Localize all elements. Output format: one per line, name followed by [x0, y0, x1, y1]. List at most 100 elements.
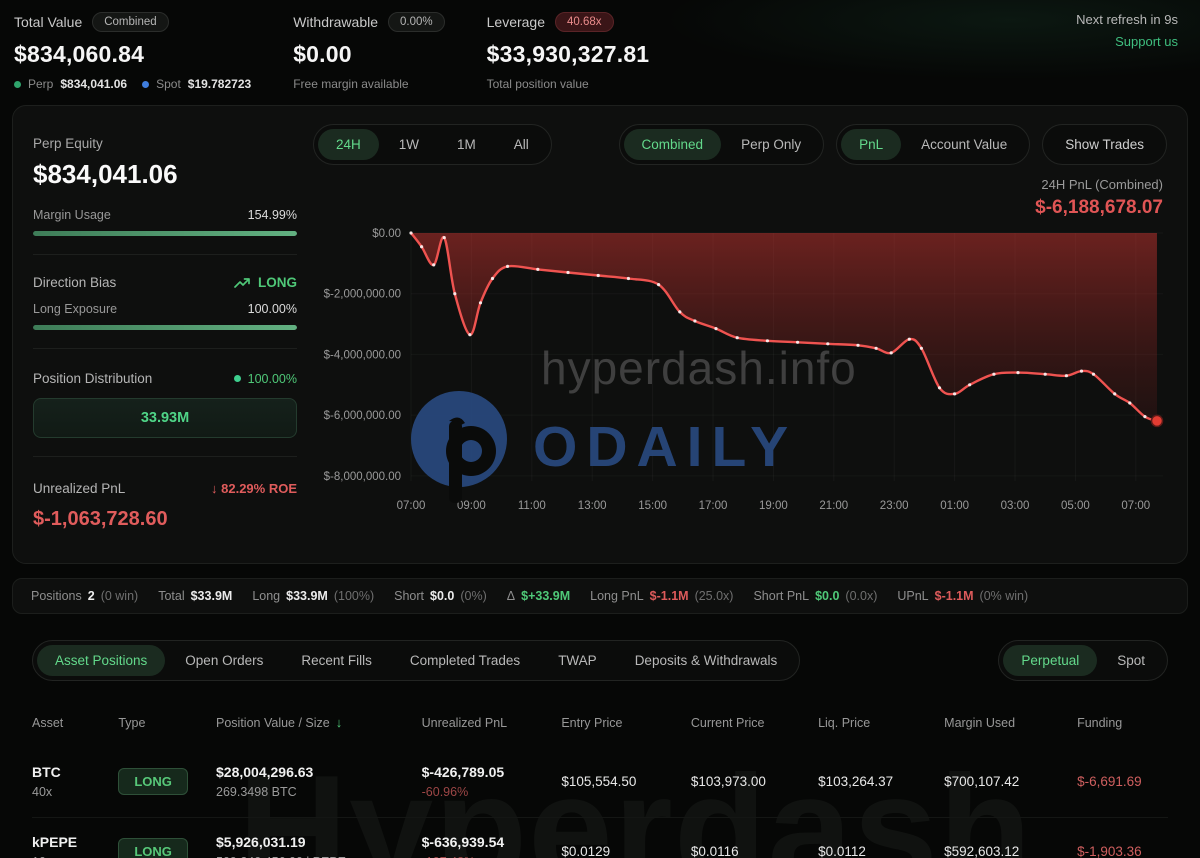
metric-account-value-button[interactable]: Account Value [903, 129, 1025, 160]
support-us-link[interactable]: Support us [1115, 34, 1178, 49]
long-exposure-label: Long Exposure [33, 302, 118, 316]
row-entry-price: $0.0129 [561, 844, 611, 858]
position-value: $5,926,031.19 [216, 834, 306, 850]
total-item: Total $33.9M [158, 589, 233, 603]
timeframe-24h-button[interactable]: 24H [318, 129, 379, 160]
long-exposure-bar [33, 325, 297, 330]
col-unrealized-pnl[interactable]: Unrealized PnL [421, 715, 508, 730]
withdrawable-label: Withdrawable [293, 14, 379, 30]
metric-pnl-button[interactable]: PnL [841, 129, 902, 160]
leverage-amount: $33,930,327.81 [486, 41, 650, 67]
long-exposure-value: 100.00% [247, 302, 297, 316]
col-liq-price[interactable]: Liq. Price [818, 715, 871, 730]
row-liq-price: $103,264.37 [818, 774, 894, 789]
tab-spot[interactable]: Spot [1099, 645, 1163, 676]
show-trades-button[interactable]: Show Trades [1042, 124, 1167, 165]
svg-text:$-8,000,000.00: $-8,000,000.00 [324, 471, 401, 483]
stats-group: Total Value Combined $834,060.84 Perp $8… [14, 12, 649, 91]
positions-count-item: Positions 2 (0 win) [31, 589, 139, 603]
margin-usage-label: Margin Usage [33, 208, 111, 222]
row-unrealized-pnl: $-426,789.05 [421, 764, 505, 780]
refresh-countdown: Next refresh in 9s [1076, 12, 1178, 27]
leverage-label: Leverage [486, 14, 546, 30]
col-type[interactable]: Type [118, 715, 146, 730]
tab-deposits-withdrawals[interactable]: Deposits & Withdrawals [617, 645, 796, 676]
svg-text:15:00: 15:00 [638, 500, 667, 512]
perp-equity-section: Perp Equity $834,041.06 Margin Usage 154… [33, 124, 297, 255]
tab-asset-positions[interactable]: Asset Positions [37, 645, 166, 676]
timeframe-1m-button[interactable]: 1M [439, 129, 494, 160]
col-margin-used[interactable]: Margin Used [944, 715, 1016, 730]
table-row[interactable]: BTC 40x LONG $28,004,296.63 269.3498 BTC… [32, 748, 1168, 817]
row-liq-price: $0.0112 [818, 844, 866, 858]
position-size: 509,240,456.00 kPEPE [216, 855, 422, 858]
svg-text:01:00: 01:00 [940, 500, 969, 512]
timeframe-all-button[interactable]: All [496, 129, 547, 160]
tab-twap[interactable]: TWAP [540, 645, 615, 676]
position-value: $28,004,296.63 [216, 764, 314, 780]
timeframe-1w-button[interactable]: 1W [381, 129, 437, 160]
delta-item: Δ $+33.9M [506, 589, 571, 603]
combined-badge[interactable]: Combined [92, 12, 169, 32]
spot-dot-icon [142, 80, 150, 88]
row-current-price: $103,973.00 [690, 774, 766, 789]
tab-recent-fills[interactable]: Recent Fills [283, 645, 390, 676]
roe-down-arrow-icon: ↓ [211, 481, 218, 496]
row-unrealized-pnl: $-636,939.54 [421, 834, 505, 850]
tab-open-orders[interactable]: Open Orders [167, 645, 281, 676]
svg-text:07:00: 07:00 [1121, 500, 1150, 512]
withdrawable-pct-badge: 0.00% [388, 12, 445, 32]
metric-switcher: PnL Account Value [836, 124, 1031, 165]
position-distribution-section: Position Distribution 100.00% 33.93M [33, 349, 297, 457]
withdrawable-stat: Withdrawable 0.00% $0.00 Free margin ava… [293, 12, 445, 91]
asset-leverage: 10x [32, 855, 118, 858]
col-asset[interactable]: Asset [32, 715, 64, 730]
perp-equity-value: $834,041.06 [33, 159, 178, 189]
col-funding[interactable]: Funding [1077, 715, 1123, 730]
col-current-price[interactable]: Current Price [690, 715, 765, 730]
top-stats-bar: Total Value Combined $834,060.84 Perp $8… [0, 0, 1200, 101]
row-entry-price: $105,554.50 [561, 774, 637, 789]
row-funding: $-6,691.69 [1077, 774, 1142, 789]
pnl-chart-area: hyperdash.info $0.00 $-2,000,000.00 $-4,00… [313, 223, 1167, 519]
table-header-row: Asset Type Position Value / Size ↓ Unreal… [32, 709, 1168, 748]
row-funding: $-1,903.36 [1077, 844, 1142, 858]
chart-pnl-label: 24H PnL (Combined) [1041, 177, 1163, 192]
distribution-dot-icon [233, 375, 241, 382]
position-type-badge: LONG [118, 768, 188, 795]
svg-text:21:00: 21:00 [819, 500, 848, 512]
col-position-value[interactable]: Position Value / Size ↓ [216, 715, 343, 730]
leverage-stat: Leverage 40.68x $33,930,327.81 Total pos… [487, 12, 650, 91]
market-type-tabs: Perpetual Spot [998, 640, 1168, 681]
upnl-item: UPnL $-1.1M (0% win) [897, 589, 1029, 603]
asset-leverage: 40x [32, 785, 53, 799]
position-distribution-value: 100.00% [247, 371, 297, 386]
tab-perpetual[interactable]: Perpetual [1003, 645, 1098, 676]
row-margin-used: $592,603.12 [944, 844, 1020, 858]
mode-perp-only-button[interactable]: Perp Only [723, 129, 819, 160]
mode-combined-button[interactable]: Combined [623, 129, 722, 160]
trend-up-icon [234, 277, 250, 288]
perp-equity-label: Perp Equity [33, 136, 103, 151]
svg-text:05:00: 05:00 [1061, 500, 1090, 512]
pnl-chart[interactable]: $0.00 $-2,000,000.00 $-4,000,000.00 $-6,000… [313, 223, 1167, 517]
positions-tabs: Asset Positions Open Orders Recent Fills… [32, 640, 801, 681]
roe-value: 82.29% ROE [221, 481, 297, 496]
direction-bias-value: LONG [258, 275, 297, 290]
svg-text:23:00: 23:00 [880, 500, 909, 512]
long-pnl-item: Long PnL $-1.1M (25.0x) [590, 589, 734, 603]
direction-bias-label: Direction Bias [33, 275, 117, 290]
tab-completed-trades[interactable]: Completed Trades [392, 645, 538, 676]
table-row[interactable]: kPEPE 10x LONG $5,926,031.19 509,240,456… [32, 817, 1168, 858]
withdrawable-sub: Free margin available [293, 77, 409, 91]
position-distribution-label: Position Distribution [33, 371, 153, 386]
chart-column: 24H 1W 1M All Combined Perp Only PnL Acc… [313, 124, 1167, 549]
margin-usage-value: 154.99% [247, 208, 297, 222]
direction-bias-section: Direction Bias LONG Long Exposure 100.00… [33, 255, 297, 349]
total-value-stat: Total Value Combined $834,060.84 Perp $8… [14, 12, 251, 91]
col-entry-price[interactable]: Entry Price [561, 715, 623, 730]
asset-symbol: BTC [32, 764, 61, 780]
distribution-value-box[interactable]: 33.93M [33, 398, 297, 438]
spot-label: Spot [156, 77, 181, 91]
